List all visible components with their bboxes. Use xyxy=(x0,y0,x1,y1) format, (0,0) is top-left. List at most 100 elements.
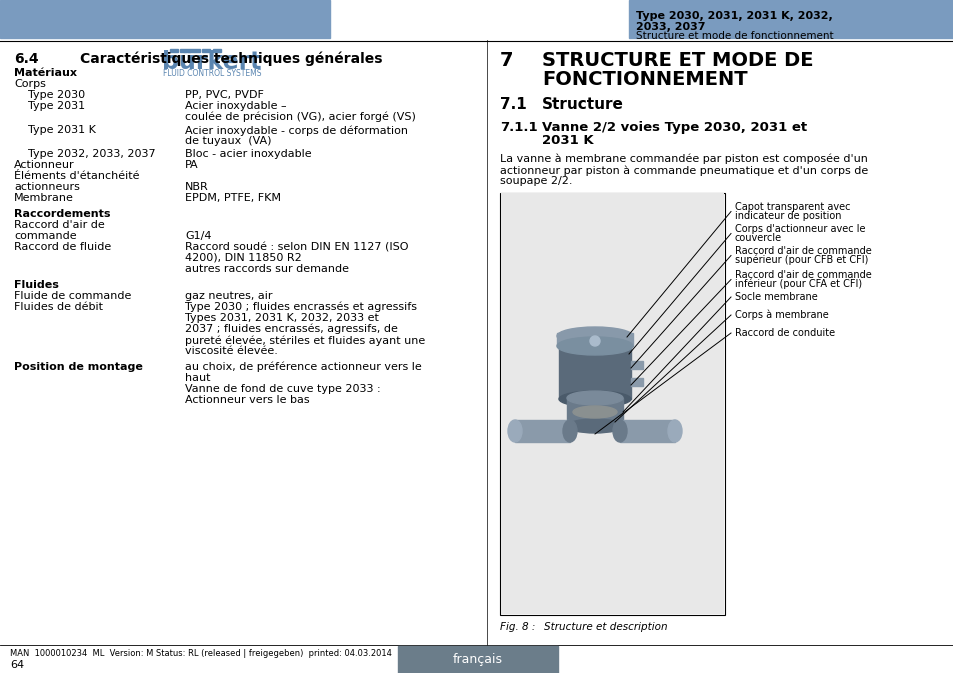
Text: de tuyaux  (VA): de tuyaux (VA) xyxy=(185,136,272,146)
Bar xyxy=(500,193,723,614)
Text: Type 2031: Type 2031 xyxy=(28,101,85,111)
Text: Corps: Corps xyxy=(14,79,46,89)
Text: Position de montage: Position de montage xyxy=(14,362,143,372)
Text: coulée de précision (VG), acier forgé (VS): coulée de précision (VG), acier forgé (V… xyxy=(185,112,416,122)
Text: Acier inoxydable –: Acier inoxydable – xyxy=(185,101,286,111)
Bar xyxy=(566,398,622,426)
Text: 7.1: 7.1 xyxy=(499,97,526,112)
Circle shape xyxy=(589,336,599,346)
Text: inférieur (pour CFA et CFI): inférieur (pour CFA et CFI) xyxy=(734,279,862,289)
Text: 2031 K: 2031 K xyxy=(541,134,593,147)
Text: PA: PA xyxy=(185,160,198,170)
Text: 2037 ; fluides encrassés, agressifs, de: 2037 ; fluides encrassés, agressifs, de xyxy=(185,324,397,334)
Text: Éléments d'étanchéité: Éléments d'étanchéité xyxy=(14,171,139,181)
Text: gaz neutres, air: gaz neutres, air xyxy=(185,291,273,301)
Text: 7.1.1: 7.1.1 xyxy=(499,121,537,134)
Bar xyxy=(170,48,178,52)
Bar xyxy=(499,193,724,615)
Text: MAN  1000010234  ML  Version: M Status: RL (released | freigegeben)  printed: 04: MAN 1000010234 ML Version: M Status: RL … xyxy=(10,649,392,658)
Text: Corps d'actionneur avec le: Corps d'actionneur avec le xyxy=(734,224,864,234)
Ellipse shape xyxy=(562,420,577,442)
Text: Fig. 8 :: Fig. 8 : xyxy=(499,622,535,632)
Text: actionneur par piston à commande pneumatique et d'un corps de: actionneur par piston à commande pneumat… xyxy=(499,165,867,176)
Text: Structure et mode de fonctionnement: Structure et mode de fonctionnement xyxy=(636,31,833,41)
Text: Capot transparent avec: Capot transparent avec xyxy=(734,202,850,212)
Text: Bloc - acier inoxydable: Bloc - acier inoxydable xyxy=(185,149,312,159)
Text: au choix, de préférence actionneur vers le: au choix, de préférence actionneur vers … xyxy=(185,362,421,372)
Text: Membrane: Membrane xyxy=(14,193,73,203)
Ellipse shape xyxy=(566,391,622,405)
Text: NBR: NBR xyxy=(185,182,209,192)
Bar xyxy=(397,646,558,673)
Bar xyxy=(515,420,569,442)
Text: supérieur (pour CFB et CFI): supérieur (pour CFB et CFI) xyxy=(734,255,867,265)
Ellipse shape xyxy=(613,420,626,442)
Text: Matériaux: Matériaux xyxy=(14,68,77,78)
Bar xyxy=(557,333,633,346)
Ellipse shape xyxy=(557,327,633,345)
Bar xyxy=(628,0,953,38)
Text: haut: haut xyxy=(185,373,211,383)
Text: Fluide de commande: Fluide de commande xyxy=(14,291,132,301)
Text: Type 2032, 2033, 2037: Type 2032, 2033, 2037 xyxy=(28,149,155,159)
Text: Raccord d'air de commande: Raccord d'air de commande xyxy=(734,246,871,256)
Text: Raccord soudé : selon DIN EN 1127 (ISO: Raccord soudé : selon DIN EN 1127 (ISO xyxy=(185,242,408,252)
Text: soupape 2/2.: soupape 2/2. xyxy=(499,176,572,186)
Ellipse shape xyxy=(558,336,630,352)
Text: commande: commande xyxy=(14,231,76,241)
Text: Type 2030, 2031, 2031 K, 2032,: Type 2030, 2031, 2031 K, 2032, xyxy=(636,11,832,21)
Text: EPDM, PTFE, FKM: EPDM, PTFE, FKM xyxy=(185,193,281,203)
Text: pureté élevée, stériles et fluides ayant une: pureté élevée, stériles et fluides ayant… xyxy=(185,335,425,345)
Ellipse shape xyxy=(558,391,630,407)
Bar xyxy=(619,420,675,442)
Text: Structure: Structure xyxy=(541,97,623,112)
Text: Fluides: Fluides xyxy=(14,280,59,290)
Text: Vanne 2/2 voies Type 2030, 2031 et: Vanne 2/2 voies Type 2030, 2031 et xyxy=(541,121,806,134)
Text: STRUCTURE ET MODE DE: STRUCTURE ET MODE DE xyxy=(541,51,813,70)
Text: FONCTIONNEMENT: FONCTIONNEMENT xyxy=(541,70,747,89)
Text: Raccord de conduite: Raccord de conduite xyxy=(734,328,834,338)
Text: Actionneur vers le bas: Actionneur vers le bas xyxy=(185,395,310,405)
Bar xyxy=(630,378,642,386)
Ellipse shape xyxy=(507,420,521,442)
Bar xyxy=(202,48,210,52)
Text: bürkert: bürkert xyxy=(162,50,261,74)
Text: Vanne de fond de cuve type 2033 :: Vanne de fond de cuve type 2033 : xyxy=(185,384,380,394)
Text: Corps à membrane: Corps à membrane xyxy=(734,310,828,320)
Text: Structure et description: Structure et description xyxy=(543,622,667,632)
Text: Actionneur: Actionneur xyxy=(14,160,74,170)
Text: actionneurs: actionneurs xyxy=(14,182,80,192)
Text: autres raccords sur demande: autres raccords sur demande xyxy=(185,264,349,274)
Ellipse shape xyxy=(573,406,617,418)
Text: Raccord d'air de: Raccord d'air de xyxy=(14,220,105,230)
Text: viscosité élevée.: viscosité élevée. xyxy=(185,346,277,356)
Ellipse shape xyxy=(667,420,681,442)
Text: Acier inoxydable - corps de déformation: Acier inoxydable - corps de déformation xyxy=(185,125,408,135)
Text: Raccordements: Raccordements xyxy=(14,209,111,219)
Text: français: français xyxy=(453,653,502,666)
Text: Type 2030 ; fluides encrassés et agressifs: Type 2030 ; fluides encrassés et agressi… xyxy=(185,302,416,312)
Text: Raccord d'air de commande: Raccord d'air de commande xyxy=(734,270,871,280)
Text: 64: 64 xyxy=(10,660,24,670)
Text: Types 2031, 2031 K, 2032, 2033 et: Types 2031, 2031 K, 2032, 2033 et xyxy=(185,313,378,323)
Text: couvercle: couvercle xyxy=(734,233,781,243)
Text: PP, PVC, PVDF: PP, PVC, PVDF xyxy=(185,90,264,100)
Text: Caractéristiques techniques générales: Caractéristiques techniques générales xyxy=(80,52,382,67)
Text: G1/4: G1/4 xyxy=(185,231,212,241)
Text: 4200), DIN 11850 R2: 4200), DIN 11850 R2 xyxy=(185,253,301,263)
Ellipse shape xyxy=(566,419,622,433)
Text: 7: 7 xyxy=(499,51,513,70)
Text: Type 2031 K: Type 2031 K xyxy=(28,125,95,135)
Text: Type 2030: Type 2030 xyxy=(28,90,85,100)
Text: La vanne à membrane commandée par piston est composée d'un: La vanne à membrane commandée par piston… xyxy=(499,154,867,164)
Text: 6.4: 6.4 xyxy=(14,52,38,66)
Bar xyxy=(630,361,642,369)
Bar xyxy=(180,48,200,52)
Text: FLUID CONTROL SYSTEMS: FLUID CONTROL SYSTEMS xyxy=(163,69,261,77)
Text: Fluides de débit: Fluides de débit xyxy=(14,302,103,312)
Bar xyxy=(213,48,221,52)
Text: Socle membrane: Socle membrane xyxy=(734,292,817,302)
Text: Raccord de fluide: Raccord de fluide xyxy=(14,242,112,252)
Bar xyxy=(0,0,330,38)
Bar xyxy=(558,344,630,399)
